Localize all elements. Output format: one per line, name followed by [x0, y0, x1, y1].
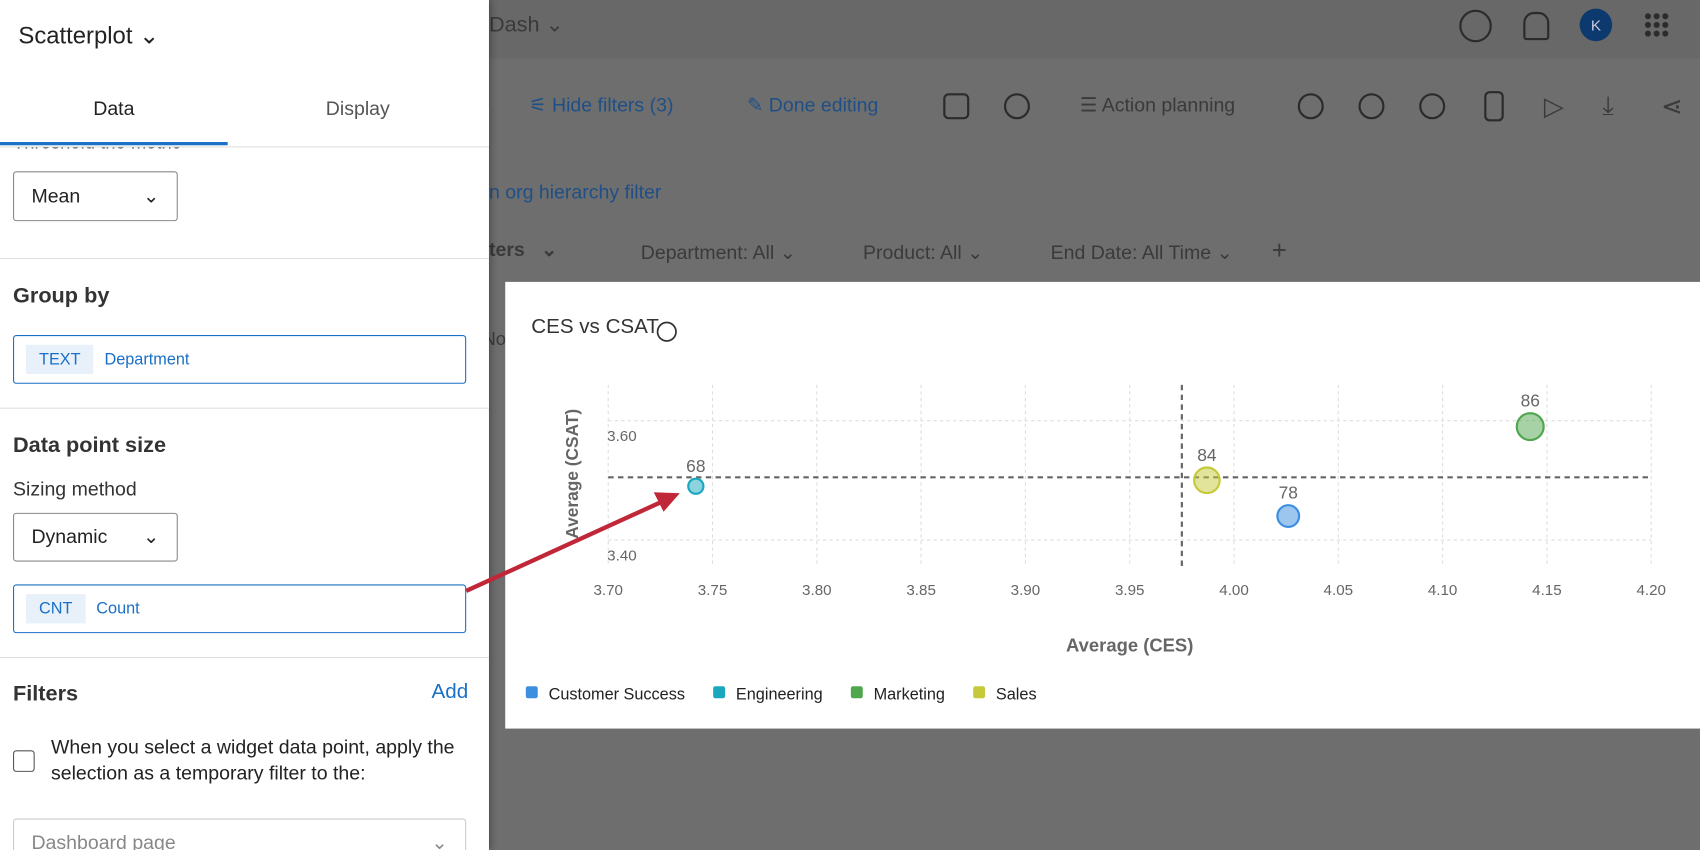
x-tick-label: 3.70	[593, 582, 623, 599]
filter-chip[interactable]: End Date: All Time ⌄	[1050, 241, 1233, 264]
field-name: Department	[104, 350, 190, 369]
panel-title[interactable]: Scatterplot ⌄	[18, 21, 160, 49]
filter-text: Product: All	[863, 241, 962, 264]
target-select[interactable]: Dashboard page ⌄	[13, 818, 467, 850]
filter-chip[interactable]: Product: All ⌄	[863, 241, 984, 264]
data-point	[1193, 466, 1221, 495]
legend-swatch	[973, 686, 986, 699]
data-label: 78	[1279, 483, 1298, 503]
checkbox-text: When you select a widget data point, app…	[50, 736, 455, 784]
filter-chip[interactable]: Department: All ⌄	[640, 241, 796, 264]
hide-filters[interactable]: ⚟ Hide filters (3)	[529, 94, 674, 117]
divider	[0, 657, 489, 659]
hide-filters-text: Hide filters (3)	[552, 94, 674, 117]
help-icon[interactable]	[1459, 9, 1492, 43]
sizing-select[interactable]: Dynamic ⌄	[13, 512, 178, 562]
tab[interactable]: Data	[93, 97, 135, 120]
add-filter[interactable]: +	[1271, 236, 1287, 266]
divider	[0, 258, 489, 260]
bell-icon[interactable]	[1523, 11, 1550, 41]
data-label: 84	[1197, 445, 1217, 465]
threshold-select[interactable]: Mean ⌄	[13, 171, 178, 222]
insight-icon[interactable]	[943, 93, 970, 120]
field-chip: TEXT	[26, 344, 94, 375]
hierarchy-link[interactable]: n org hierarchy filter	[488, 181, 662, 203]
analyze-icon[interactable]	[1358, 93, 1385, 120]
data-point	[1276, 504, 1301, 528]
data-point	[1515, 412, 1545, 442]
x-tick-label: 3.85	[906, 582, 935, 599]
y-axis-label: Average (CSAT)	[562, 409, 582, 539]
section-heading: Filters	[13, 681, 79, 706]
settings-icon[interactable]	[1003, 93, 1030, 120]
panel-body: Threshold the metric Mean⌄ Group by TEXT…	[0, 136, 489, 850]
action-planning[interactable]: ☰ Action planning	[1079, 94, 1236, 117]
section-heading: Group by	[13, 284, 110, 308]
tab-bar: Data Display	[0, 98, 489, 148]
group-by-field[interactable]: TEXT Department	[13, 335, 467, 384]
share-icon[interactable]: ⋖	[1660, 92, 1683, 122]
select-value: Mean	[31, 184, 81, 207]
add-link[interactable]: Add	[431, 680, 469, 704]
filters-label-text: ters	[488, 238, 525, 261]
x-tick-label: 4.05	[1324, 582, 1353, 599]
chart-title: CES vs CSAT	[531, 315, 659, 338]
size-field[interactable]: CNT Count	[13, 584, 467, 634]
data-label: 86	[1521, 391, 1540, 411]
legend-swatch	[850, 686, 863, 699]
select-value: Dynamic	[31, 525, 108, 548]
side-panel: Scatterplot ⌄ Threshold the metric Mean⌄…	[0, 0, 489, 850]
dashboard-name-text: Dash	[488, 13, 540, 37]
filter-text: End Date: All Time	[1050, 241, 1212, 264]
apps-icon[interactable]	[1643, 11, 1670, 38]
download-icon[interactable]: ⤓	[1602, 91, 1614, 121]
filter-text: Department: All	[640, 241, 775, 264]
divider	[0, 407, 489, 409]
filters-label[interactable]: ters ⌄	[488, 238, 558, 261]
data-label: 68	[686, 456, 705, 476]
tab-indicator	[0, 142, 228, 146]
y-tick-label: 3.60	[607, 428, 636, 445]
x-tick-label: 3.95	[1115, 582, 1145, 599]
chart-widget: CES vs CSAT Average (CES) Average (CSAT)…	[505, 281, 1700, 729]
sizing-label: Sizing method	[13, 478, 137, 500]
x-axis-label: Average (CES)	[1066, 635, 1193, 656]
info-icon[interactable]	[656, 321, 677, 342]
y-tick-label: 3.40	[607, 548, 636, 565]
idea-icon[interactable]	[1419, 93, 1446, 120]
x-tick-label: 3.80	[802, 582, 832, 599]
legend-label: Sales	[996, 685, 1037, 703]
mobile-icon[interactable]	[1484, 91, 1504, 122]
done-editing-text: Done editing	[768, 94, 879, 117]
dashboard-name[interactable]: Dash ⌄	[488, 13, 564, 37]
select-value: Dashboard page	[31, 831, 176, 850]
field-name: Count	[96, 599, 140, 618]
play-icon[interactable]: ▷	[1543, 92, 1564, 122]
action-planning-text: Action planning	[1101, 94, 1236, 117]
legend-swatch	[525, 686, 538, 699]
x-tick-label: 3.75	[698, 582, 728, 599]
legend-label: Customer Success	[549, 685, 685, 703]
tab[interactable]: Display	[325, 97, 390, 120]
field-chip: CNT	[26, 594, 86, 624]
legend-label: Engineering	[736, 685, 823, 703]
data-point	[687, 477, 705, 495]
x-tick-label: 4.00	[1219, 582, 1249, 599]
done-editing[interactable]: ✎ Done editing	[747, 94, 879, 117]
section-heading: Data point size	[13, 433, 167, 458]
x-tick-label: 4.15	[1532, 582, 1562, 599]
avatar[interactable]: K	[1579, 8, 1613, 42]
checkbox[interactable]	[13, 750, 35, 772]
legend-swatch	[713, 686, 726, 699]
x-tick-label: 3.90	[1011, 582, 1041, 599]
search-icon[interactable]	[1297, 93, 1324, 120]
legend-label: Marketing	[874, 685, 945, 703]
x-tick-label: 4.10	[1428, 582, 1458, 599]
x-tick-label: 4.20	[1636, 582, 1666, 599]
panel-title-text: Scatterplot	[18, 21, 133, 49]
